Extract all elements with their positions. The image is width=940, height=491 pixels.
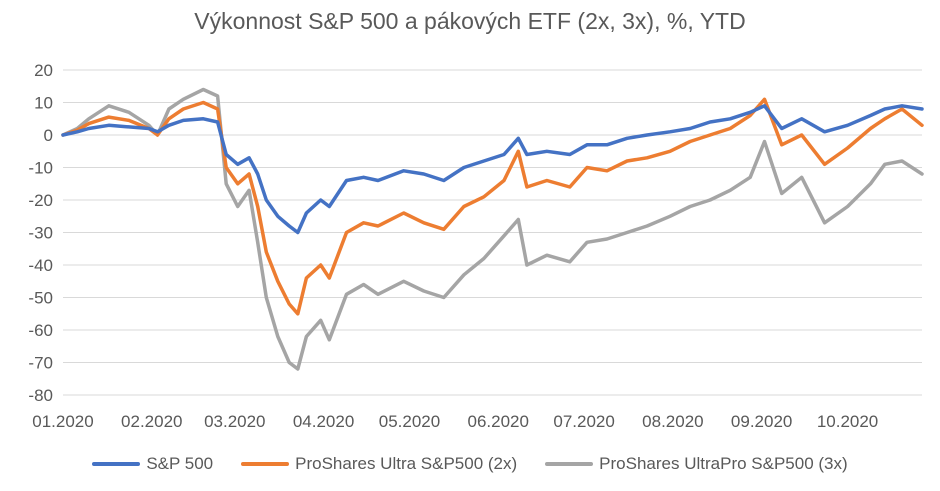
legend-label: ProShares UltraPro S&P500 (3x) [599, 454, 848, 473]
y-tick-label: 10 [34, 94, 53, 113]
x-tick-label: 04.2020 [293, 412, 354, 431]
series-line-2 [61, 87, 924, 371]
series-line-1 [61, 97, 924, 316]
legend-item: ProShares Ultra S&P500 (2x) [241, 454, 517, 474]
series-line-0 [61, 104, 924, 235]
x-tick-label: 07.2020 [553, 412, 614, 431]
x-tick-label: 05.2020 [379, 412, 440, 431]
legend-item: ProShares UltraPro S&P500 (3x) [545, 454, 848, 474]
legend-label: ProShares Ultra S&P500 (2x) [295, 454, 518, 473]
y-tick-label: -30 [28, 224, 53, 243]
x-tick-label: 03.2020 [204, 412, 265, 431]
legend-swatch [92, 462, 141, 466]
x-tick-label: 01.2020 [32, 412, 93, 431]
y-tick-label: -60 [28, 321, 53, 340]
x-tick-label: 08.2020 [642, 412, 703, 431]
chart-title: Výkonnost S&P 500 a pákových ETF (2x, 3x… [194, 8, 746, 34]
y-tick-label: -80 [28, 386, 53, 405]
legend-swatch [545, 462, 594, 466]
y-tick-label: 20 [34, 61, 53, 80]
x-tick-label: 10.2020 [817, 412, 878, 431]
x-tick-label: 02.2020 [121, 412, 182, 431]
y-tick-label: -40 [28, 256, 53, 275]
legend-item: S&P 500 [92, 454, 213, 474]
legend-label: S&P 500 [146, 454, 214, 473]
y-tick-label: 0 [44, 126, 53, 145]
x-tick-label: 06.2020 [468, 412, 529, 431]
legend-swatch [241, 462, 290, 466]
y-tick-label: -70 [28, 354, 53, 373]
x-tick-label: 09.2020 [731, 412, 792, 431]
y-tick-label: -50 [28, 289, 53, 308]
legend: S&P 500 ProShares Ultra S&P500 (2x) ProSha… [0, 454, 940, 474]
y-tick-label: -20 [28, 191, 53, 210]
y-tick-label: -10 [28, 159, 53, 178]
